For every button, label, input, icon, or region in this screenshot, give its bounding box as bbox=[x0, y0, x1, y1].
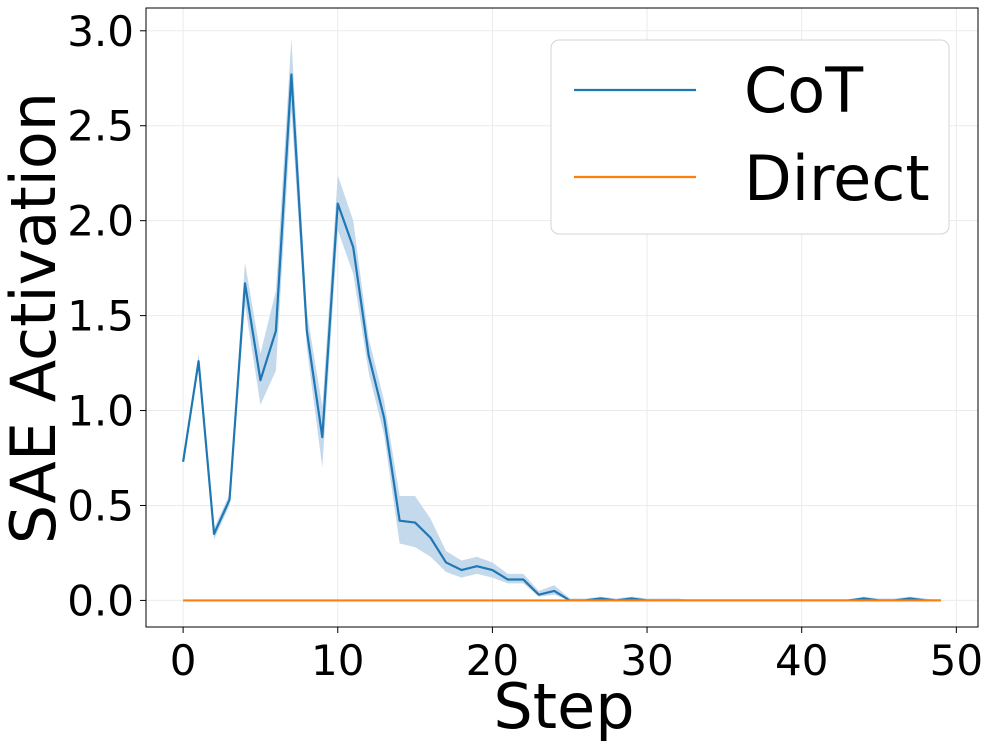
y-tick-label: 1.0 bbox=[67, 387, 134, 436]
y-tick-label: 1.5 bbox=[67, 292, 134, 341]
legend-label-cot: CoT bbox=[744, 54, 864, 127]
x-tick-label: 0 bbox=[170, 636, 197, 685]
y-tick-label: 0.5 bbox=[67, 481, 134, 530]
series-lines bbox=[182, 73, 941, 602]
x-axis-ticks: 0 10 20 30 40 50 bbox=[170, 627, 983, 685]
y-axis-label: SAE Activation bbox=[0, 92, 70, 544]
y-tick-label: 2.5 bbox=[67, 102, 134, 151]
legend-box bbox=[550, 39, 950, 235]
x-tick-label: 50 bbox=[930, 636, 983, 685]
y-tick-label: 2.0 bbox=[67, 197, 134, 246]
x-tick-label: 20 bbox=[466, 636, 519, 685]
x-axis-label: Step bbox=[493, 670, 634, 743]
y-tick-label: 3.0 bbox=[67, 7, 134, 56]
legend-label-direct: Direct bbox=[744, 142, 930, 215]
legend: CoT Direct bbox=[550, 39, 950, 235]
plot-frame bbox=[145, 7, 979, 628]
y-tick-label: 0.0 bbox=[67, 576, 134, 625]
x-tick-label: 30 bbox=[620, 636, 673, 685]
y-axis-ticks: 0.0 0.5 1.0 1.5 2.0 2.5 3.0 bbox=[67, 7, 146, 625]
x-tick-label: 40 bbox=[775, 636, 828, 685]
x-tick-label: 10 bbox=[311, 636, 364, 685]
